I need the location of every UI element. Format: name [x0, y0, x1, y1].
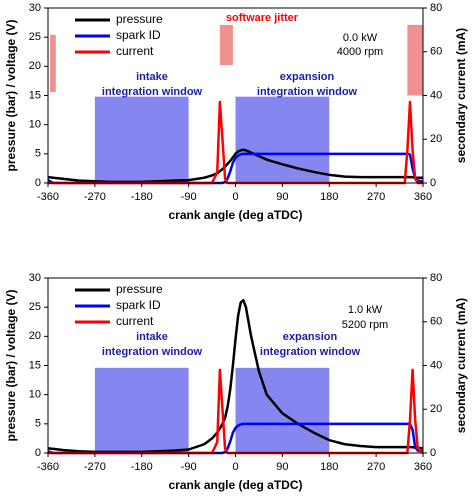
- x-tick-label: 360: [414, 191, 432, 203]
- legend-label: current: [116, 44, 154, 58]
- y-tick-label: 5: [35, 418, 41, 430]
- annotation: expansion: [283, 331, 338, 343]
- x-tick-label: -180: [131, 191, 153, 203]
- y-tick-label: 10: [29, 119, 41, 131]
- y-axis-title: pressure (bar) / voltage (V): [4, 289, 18, 441]
- shaded-region: [235, 96, 330, 183]
- shaded-region: [219, 24, 233, 66]
- y-tick-label: 15: [29, 89, 41, 101]
- y-tick-label: 10: [29, 389, 41, 401]
- y2-tick-label: 0: [430, 447, 436, 459]
- legend-label: spark ID: [116, 298, 161, 312]
- y2-tick-label: 0: [430, 177, 436, 189]
- shaded-region: [235, 367, 330, 453]
- y-tick-label: 20: [29, 60, 41, 72]
- annotation: expansion: [280, 71, 335, 83]
- x-tick-label: 180: [320, 191, 338, 203]
- y2-tick-label: 60: [430, 316, 442, 328]
- annotation: intake: [136, 331, 168, 343]
- x-tick-label: -90: [181, 191, 197, 203]
- y2-tick-label: 60: [430, 46, 442, 58]
- x-axis-title: crank angle (deg aTDC): [168, 478, 302, 492]
- legend-label: current: [116, 314, 154, 328]
- x-tick-label: -270: [84, 191, 106, 203]
- annotation: integration window: [257, 86, 358, 98]
- y-tick-label: 20: [29, 330, 41, 342]
- y2-tick-label: 80: [430, 2, 442, 14]
- y-tick-label: 25: [29, 301, 41, 313]
- x-tick-label: -180: [131, 461, 153, 473]
- annotation: integration window: [102, 86, 203, 98]
- annotation: intake: [136, 71, 168, 83]
- legend-label: spark ID: [116, 28, 161, 42]
- chart-panel: 1.0 kW 5200 rpm intake integration window ex…: [4, 272, 468, 492]
- y-tick-label: 0: [35, 177, 41, 189]
- legend-label: pressure: [116, 12, 163, 26]
- legend-label: pressure: [116, 282, 163, 296]
- x-tick-label: -360: [37, 461, 59, 473]
- y2-tick-label: 80: [430, 272, 442, 284]
- x-tick-label: 360: [414, 461, 432, 473]
- series-line: [47, 298, 424, 454]
- y-tick-label: 30: [29, 2, 41, 14]
- x-tick-label: 0: [232, 191, 238, 203]
- shaded-region: [407, 24, 423, 96]
- x-tick-label: 90: [276, 191, 288, 203]
- x-tick-label: 270: [367, 461, 385, 473]
- y-axis-title: pressure (bar) / voltage (V): [4, 19, 18, 171]
- x-tick-label: 0: [232, 461, 238, 473]
- y-tick-label: 25: [29, 31, 41, 43]
- annotation: integration window: [102, 346, 203, 358]
- annotation: 4000 rpm: [337, 46, 383, 58]
- y2-tick-label: 20: [430, 403, 442, 415]
- y-tick-label: 30: [29, 272, 41, 284]
- x-tick-label: 270: [367, 191, 385, 203]
- y2-tick-label: 20: [430, 133, 442, 145]
- x-tick-label: -360: [37, 191, 59, 203]
- x-tick-label: 90: [276, 461, 288, 473]
- y2-tick-label: 40: [430, 89, 442, 101]
- y2-axis-title: secondary current (mA): [454, 28, 468, 163]
- annotation: software jitter: [226, 12, 299, 24]
- x-tick-label: 180: [320, 461, 338, 473]
- annotation: 0.0 kW: [343, 32, 378, 44]
- annotation: integration window: [260, 346, 361, 358]
- y-tick-label: 15: [29, 359, 41, 371]
- shaded-region: [94, 96, 189, 183]
- shaded-region: [50, 34, 56, 92]
- x-tick-label: -270: [84, 461, 106, 473]
- shaded-region: [94, 367, 189, 453]
- y2-tick-label: 40: [430, 359, 442, 371]
- series-line: [47, 148, 423, 184]
- x-tick-label: -90: [181, 461, 197, 473]
- annotation: 1.0 kW: [348, 304, 383, 316]
- annotation: 5200 rpm: [342, 319, 388, 331]
- y2-axis-title: secondary current (mA): [454, 298, 468, 433]
- chart-panel: software jitter 0.0 kW 4000 rpm intake integ…: [4, 2, 468, 222]
- y-tick-label: 0: [35, 447, 41, 459]
- x-axis-title: crank angle (deg aTDC): [168, 208, 302, 222]
- y-tick-label: 5: [35, 148, 41, 160]
